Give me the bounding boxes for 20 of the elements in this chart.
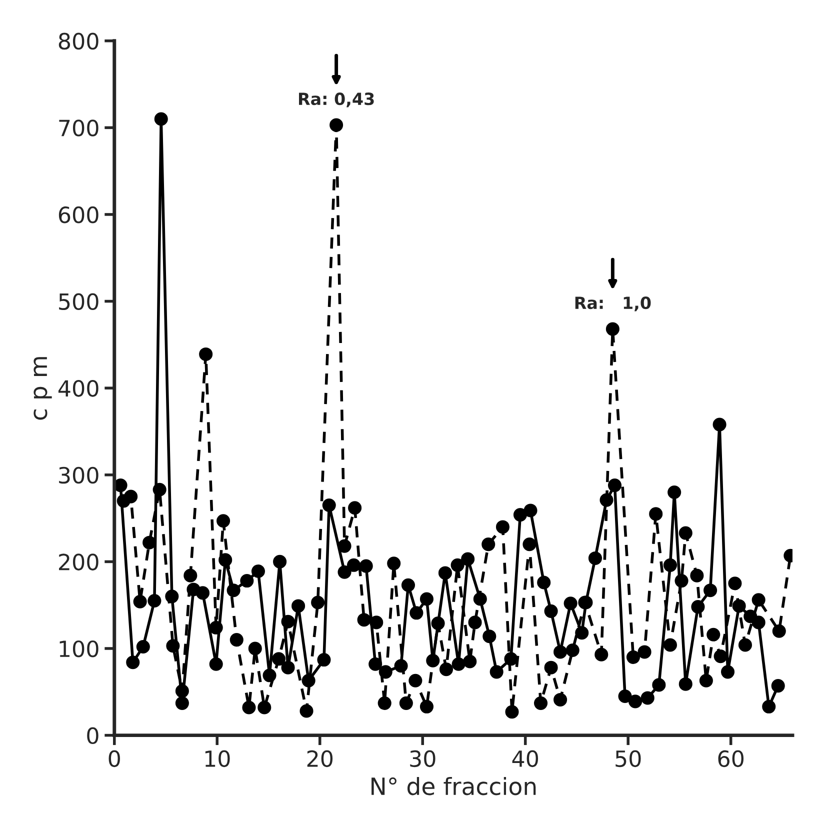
annotation: Ra: 0,43 [299, 92, 374, 108]
y-tick-label: 700 [59, 120, 98, 136]
y-tick-label: 0 [87, 727, 98, 744]
y-tick-label: 800 [58, 32, 98, 50]
x-tick-label: 0 [108, 750, 120, 768]
x-tick-label: 20 [307, 750, 333, 768]
y-axis-title: c p m [34, 357, 52, 420]
y-tick-label: 200 [59, 554, 98, 570]
x-tick-label: 60 [718, 750, 744, 768]
x-axis-title: N° de fraccion [372, 776, 536, 796]
annotation: Ra: 1,0 [575, 296, 651, 312]
y-tick-label: 300 [59, 466, 98, 484]
x-tick-label: 10 [205, 750, 230, 768]
x-tick-label: 40 [512, 750, 538, 768]
x-tick-label: 30 [410, 750, 436, 768]
x-tick-label: 50 [616, 750, 641, 768]
y-tick-label: 500 [59, 293, 98, 310]
y-tick-label: 600 [58, 206, 98, 224]
y-tick-label: 400 [58, 380, 98, 397]
y-tick-label: 100 [60, 640, 98, 658]
